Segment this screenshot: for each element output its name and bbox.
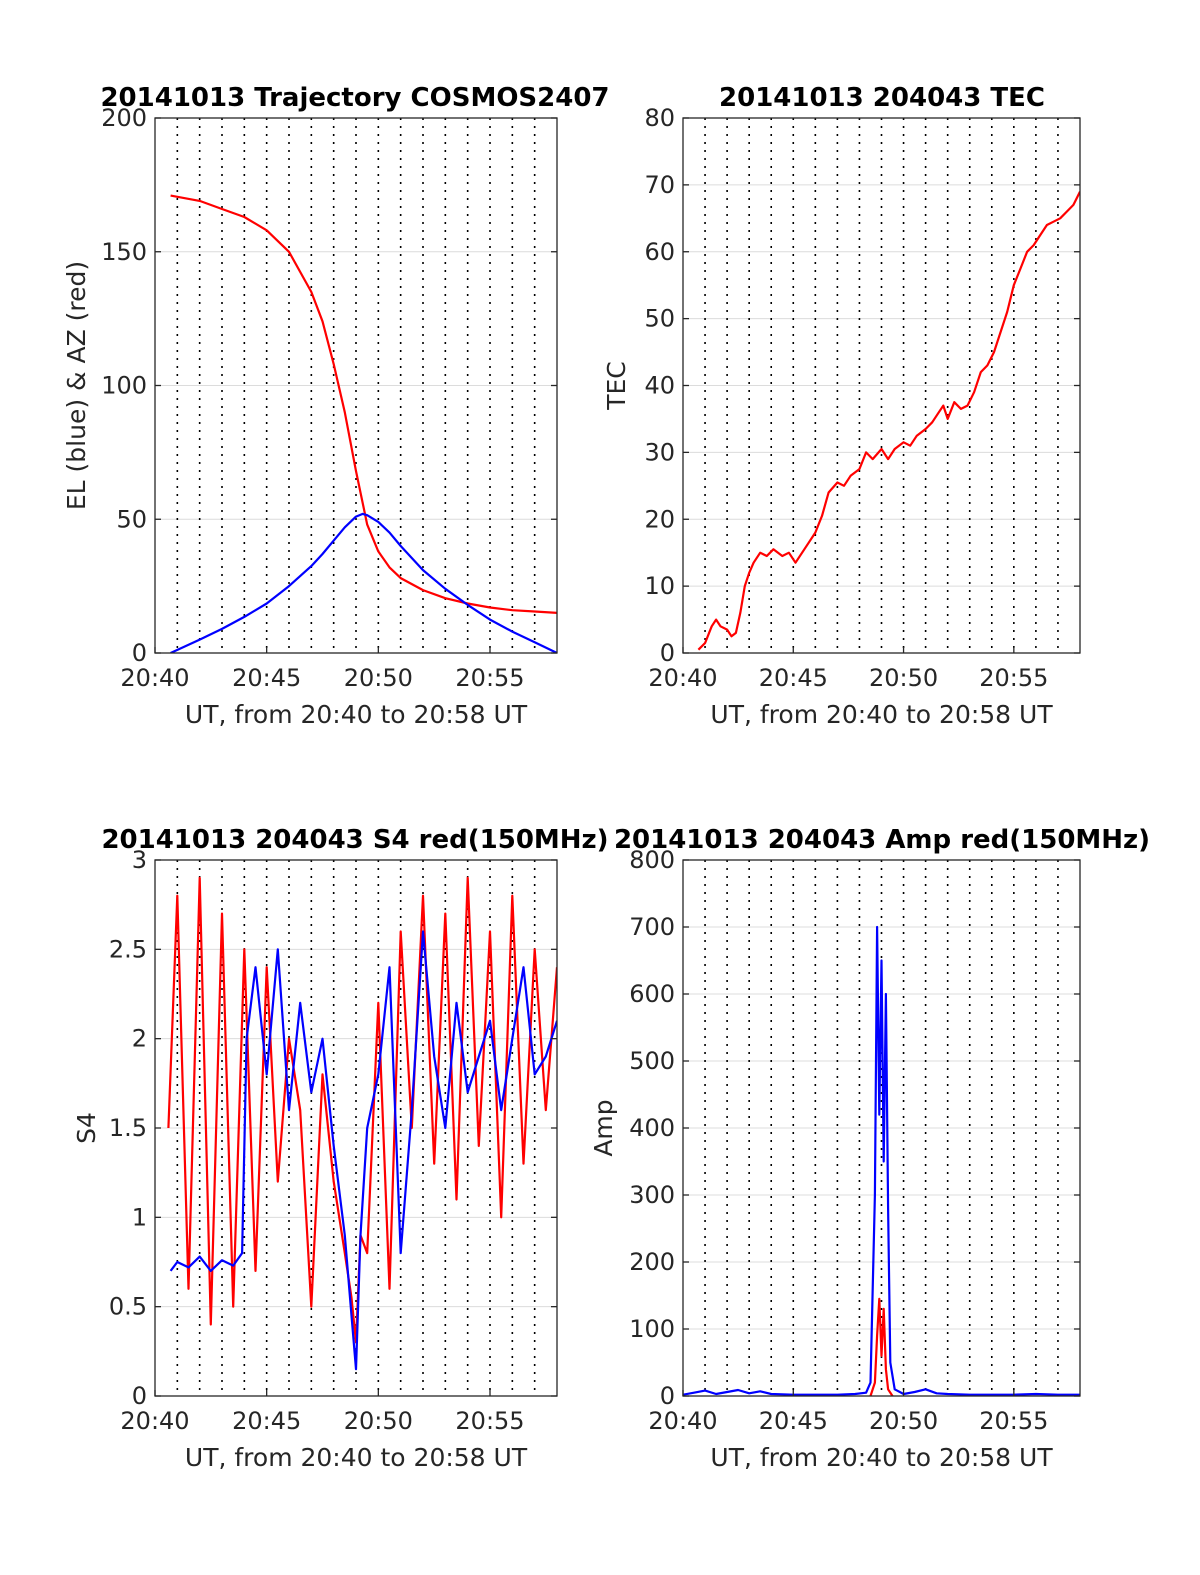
y-tick-label: 20 bbox=[644, 505, 675, 533]
x-tick-label: 20:45 bbox=[759, 1407, 828, 1435]
y-tick-label: 600 bbox=[629, 980, 675, 1008]
series-line-1 bbox=[167, 876, 557, 1344]
y-axis-label: TEC bbox=[602, 361, 631, 411]
y-tick-label: 70 bbox=[644, 171, 675, 199]
y-tick-label: 1.5 bbox=[109, 1114, 147, 1142]
y-tick-label: 100 bbox=[629, 1315, 675, 1343]
y-axis-label: Amp bbox=[589, 1099, 618, 1156]
chart-title: 20141013 Trajectory COSMOS2407 bbox=[100, 83, 609, 113]
y-tick-label: 800 bbox=[629, 846, 675, 874]
x-tick-label: 20:50 bbox=[344, 664, 413, 692]
x-tick-label: 20:50 bbox=[344, 1407, 413, 1435]
y-tick-label: 400 bbox=[629, 1114, 675, 1142]
y-tick-label: 80 bbox=[644, 104, 675, 132]
x-tick-label: 20:40 bbox=[120, 664, 189, 692]
x-axis-label: UT, from 20:40 to 20:58 UT bbox=[185, 1443, 528, 1472]
series-line-1 bbox=[683, 925, 1080, 1396]
x-axis-label: UT, from 20:40 to 20:58 UT bbox=[185, 700, 528, 729]
y-tick-label: 50 bbox=[644, 305, 675, 333]
y-tick-label: 30 bbox=[644, 438, 675, 466]
y-tick-label: 500 bbox=[629, 1047, 675, 1075]
x-tick-label: 20:55 bbox=[455, 1407, 524, 1435]
x-tick-label: 20:55 bbox=[979, 1407, 1048, 1435]
y-tick-label: 200 bbox=[101, 104, 147, 132]
chart-panel-4: 0 100 200 300 400 500 600 700 800 20:40 20:45 20:50… bbox=[589, 825, 1150, 1472]
y-tick-label: 1 bbox=[132, 1203, 147, 1231]
series-line-2 bbox=[869, 1297, 894, 1396]
y-tick-label: 0 bbox=[660, 1382, 675, 1410]
x-tick-label: 20:45 bbox=[759, 664, 828, 692]
x-tick-label: 20:40 bbox=[648, 1407, 717, 1435]
y-tick-label: 0.5 bbox=[109, 1293, 147, 1321]
series-line-1 bbox=[697, 191, 1080, 651]
x-axis-label: UT, from 20:40 to 20:58 UT bbox=[710, 700, 1053, 729]
series-line-2 bbox=[170, 512, 557, 653]
y-axis-label: EL (blue) & AZ (red) bbox=[62, 261, 91, 510]
y-tick-label: 0 bbox=[132, 639, 147, 667]
y-tick-label: 2.5 bbox=[109, 935, 147, 963]
chart-panel-3: 0 0.5 1 1.5 2 2.5 3 20:40 20:45 20:50 20:55 UT, fro… bbox=[72, 825, 609, 1472]
x-tick-label: 20:45 bbox=[232, 1407, 301, 1435]
y-tick-label: 0 bbox=[132, 1382, 147, 1410]
y-tick-label: 100 bbox=[101, 372, 147, 400]
chart-panel-1: 0 50 100 150 200 20:40 20:45 20:50 20:55 UT, from… bbox=[62, 83, 610, 729]
chart-title: 20141013 204043 Amp red(150MHz) bbox=[614, 825, 1150, 855]
x-tick-label: 20:55 bbox=[979, 664, 1048, 692]
chart-panel-2: 0 10 20 30 40 50 60 70 80 20:40 20:45 20:50 20:55 UT,… bbox=[602, 83, 1081, 729]
y-tick-label: 40 bbox=[644, 372, 675, 400]
x-tick-label: 20:50 bbox=[869, 1407, 938, 1435]
chart-title: 20141013 204043 TEC bbox=[719, 83, 1045, 113]
x-tick-label: 20:55 bbox=[455, 664, 524, 692]
y-tick-label: 0 bbox=[660, 639, 675, 667]
series-line-2 bbox=[169, 930, 557, 1371]
y-tick-label: 150 bbox=[101, 238, 147, 266]
y-tick-label: 2 bbox=[132, 1025, 147, 1053]
y-tick-label: 60 bbox=[644, 238, 675, 266]
y-tick-label: 3 bbox=[132, 846, 147, 874]
y-tick-label: 700 bbox=[629, 913, 675, 941]
x-tick-label: 20:40 bbox=[120, 1407, 189, 1435]
y-tick-label: 300 bbox=[629, 1181, 675, 1209]
x-axis-label: UT, from 20:40 to 20:58 UT bbox=[710, 1443, 1053, 1472]
y-tick-label: 50 bbox=[116, 505, 147, 533]
x-tick-label: 20:50 bbox=[869, 664, 938, 692]
y-tick-label: 200 bbox=[629, 1248, 675, 1276]
y-axis-label: S4 bbox=[72, 1112, 101, 1144]
chart-title: 20141013 204043 S4 red(150MHz) bbox=[101, 825, 608, 855]
y-tick-label: 10 bbox=[644, 572, 675, 600]
series-line-1 bbox=[170, 194, 557, 614]
x-tick-label: 20:45 bbox=[232, 664, 301, 692]
x-tick-label: 20:40 bbox=[648, 664, 717, 692]
